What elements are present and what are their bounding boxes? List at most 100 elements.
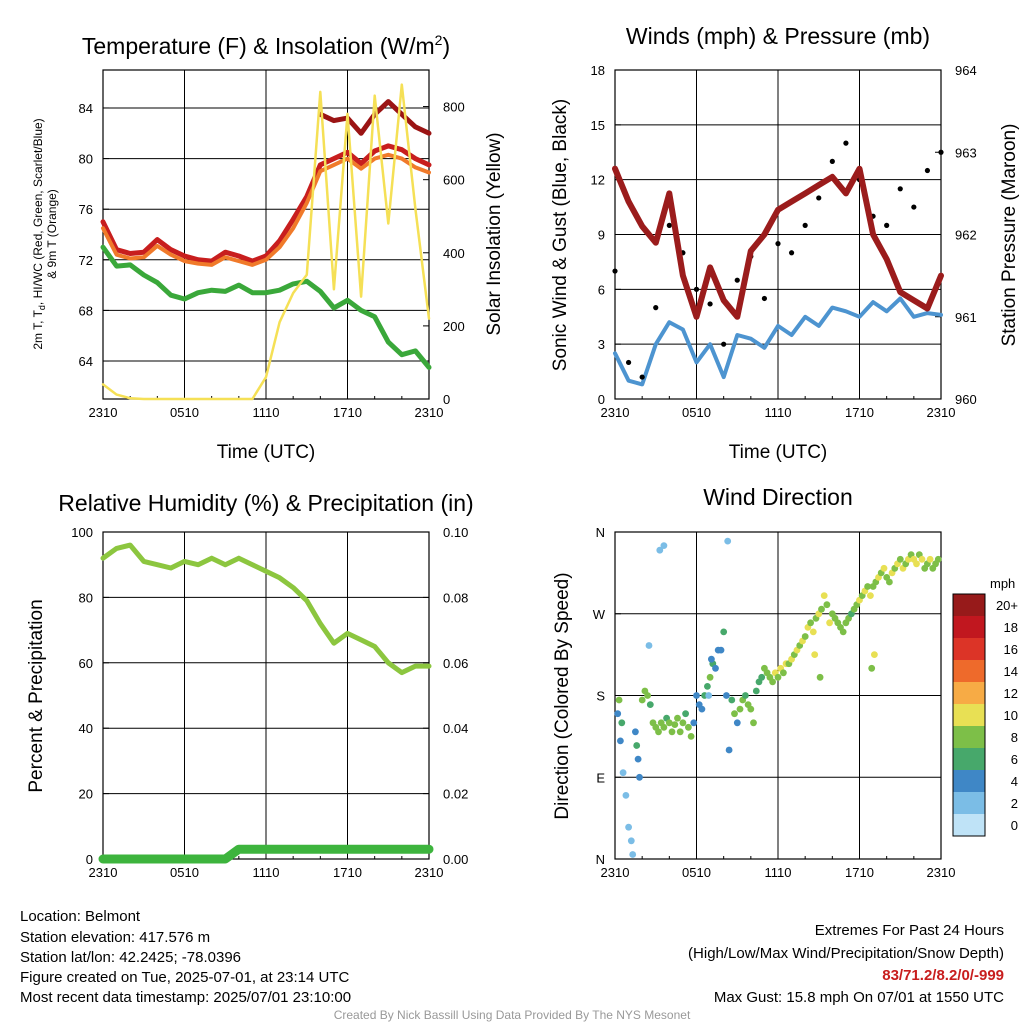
x-tick-label: 1110 bbox=[765, 865, 792, 880]
legend-swatch bbox=[953, 770, 985, 792]
y2-tick-label: 0.08 bbox=[443, 590, 468, 605]
direction-point bbox=[674, 714, 681, 722]
direction-point bbox=[705, 692, 713, 699]
direction-point bbox=[617, 737, 624, 745]
direction-point bbox=[629, 851, 637, 858]
y-tick-label: W bbox=[593, 607, 606, 622]
direction-point bbox=[818, 605, 825, 613]
direction-point bbox=[725, 746, 733, 754]
y-tick-label: 18 bbox=[591, 63, 605, 78]
x-tick-label: 0510 bbox=[682, 865, 711, 880]
info-latlon: Station lat/lon: 42.2425; -78.0396 bbox=[20, 949, 241, 966]
direction-point bbox=[758, 673, 766, 681]
x-tick-label: 0510 bbox=[170, 865, 199, 880]
y2-tick-label: 800 bbox=[443, 100, 465, 115]
y-tick-label: 6 bbox=[598, 282, 605, 297]
direction-point bbox=[622, 792, 630, 799]
direction-point bbox=[633, 742, 641, 749]
legend-label: 18 bbox=[1004, 620, 1018, 635]
y-tick-label: 60 bbox=[79, 656, 93, 671]
y2-tick-label: 0.04 bbox=[443, 721, 468, 736]
y-tick-label: N bbox=[596, 852, 605, 867]
direction-point bbox=[913, 560, 920, 568]
x-tick-label: 1710 bbox=[845, 405, 874, 420]
direction-point bbox=[747, 705, 755, 713]
direction-point bbox=[809, 628, 817, 636]
extremes-subtitle: (High/Low/Max Wind/Precipitation/Snow De… bbox=[688, 945, 1004, 962]
series-point-black bbox=[734, 277, 740, 283]
legend-swatch bbox=[953, 748, 985, 770]
y-tick-label: 76 bbox=[79, 202, 93, 217]
y-tick-label: 84 bbox=[79, 101, 93, 116]
legend-label: 12 bbox=[1004, 686, 1018, 701]
legend-swatch bbox=[953, 792, 985, 814]
direction-point bbox=[886, 578, 893, 586]
direction-point bbox=[708, 655, 715, 663]
series-line-blue bbox=[613, 296, 943, 387]
direction-point bbox=[769, 678, 776, 686]
series-point-black bbox=[788, 250, 795, 256]
legend-swatch bbox=[953, 616, 985, 638]
direction-point bbox=[864, 583, 871, 590]
wind-direction-ylabel: Direction (Colored By Speed) bbox=[552, 572, 573, 819]
y2-tick-label: 0 bbox=[443, 392, 450, 407]
legend-title: mph bbox=[990, 576, 1015, 591]
y2-tick-label: 0.10 bbox=[443, 525, 468, 540]
legend-label: 14 bbox=[1004, 664, 1018, 679]
series-point-black bbox=[693, 286, 700, 292]
direction-point bbox=[706, 673, 714, 681]
direction-point bbox=[660, 723, 668, 731]
y-tick-label: 0 bbox=[86, 852, 93, 867]
winds-xlabel: Time (UTC) bbox=[729, 442, 828, 463]
x-tick-label: 0510 bbox=[682, 405, 711, 420]
direction-point bbox=[823, 601, 831, 609]
direction-point bbox=[671, 721, 679, 728]
series-point-black bbox=[924, 167, 931, 174]
legend-swatch bbox=[953, 594, 985, 616]
winds-title: Winds (mph) & Pressure (mb) bbox=[626, 23, 930, 49]
direction-point bbox=[752, 687, 760, 695]
y2-tick-label: 964 bbox=[955, 63, 977, 78]
y2-tick-label: 200 bbox=[443, 319, 465, 334]
series-point-black bbox=[612, 268, 618, 274]
direction-point bbox=[632, 728, 639, 736]
y2-tick-label: 960 bbox=[955, 392, 977, 407]
x-tick-label: 2310 bbox=[927, 405, 956, 420]
direction-point bbox=[736, 705, 744, 713]
direction-point bbox=[634, 755, 642, 763]
info-created: Figure created on Tue, 2025-07-01, at 23… bbox=[20, 969, 350, 986]
temperature-xlabel: Time (UTC) bbox=[217, 442, 316, 463]
legend-label: 6 bbox=[1011, 752, 1018, 767]
footer: Location: Belmont Station elevation: 417… bbox=[20, 908, 1004, 1022]
direction-point bbox=[728, 696, 736, 704]
direction-point bbox=[826, 619, 833, 627]
series-point-black bbox=[802, 222, 808, 228]
series-point-black bbox=[775, 241, 781, 247]
series-point-black bbox=[843, 140, 849, 146]
legend-swatch bbox=[953, 814, 985, 836]
y-tick-label: 0 bbox=[598, 392, 605, 407]
series-line-yellow bbox=[101, 83, 431, 401]
wind-direction-panel: Wind Direction Direction (Colored By Spe… bbox=[552, 484, 1018, 880]
info-elevation: Station elevation: 417.576 m bbox=[20, 929, 210, 946]
temperature-panel: Temperature (F) & Insolation (W/m2) Time… bbox=[31, 32, 505, 463]
direction-point bbox=[690, 719, 698, 727]
x-tick-label: 1710 bbox=[845, 865, 874, 880]
winds-ylabel: Sonic Wind & Gust (Blue, Black) bbox=[550, 99, 571, 371]
direction-point bbox=[724, 537, 732, 545]
direction-point bbox=[918, 555, 926, 563]
credit: Created By Nick Bassill Using Data Provi… bbox=[334, 1008, 691, 1022]
y-tick-label: 12 bbox=[591, 173, 605, 188]
direction-point bbox=[665, 719, 673, 727]
humidity-title: Relative Humidity (%) & Precipitation (i… bbox=[58, 490, 473, 516]
y2-tick-label: 963 bbox=[955, 145, 977, 160]
series-line-9m-t bbox=[101, 152, 431, 267]
legend-label: 4 bbox=[1011, 774, 1018, 789]
temperature-y2label: Solar Insolation (Yellow) bbox=[484, 132, 505, 335]
direction-point bbox=[731, 710, 738, 718]
info-recent: Most recent data timestamp: 2025/07/01 2… bbox=[20, 989, 351, 1006]
direction-point bbox=[720, 628, 728, 636]
legend-label: 0 bbox=[1011, 818, 1018, 833]
x-tick-label: 0510 bbox=[170, 405, 199, 420]
